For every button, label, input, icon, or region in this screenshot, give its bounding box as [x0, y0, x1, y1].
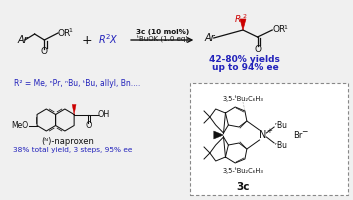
Polygon shape [214, 131, 223, 139]
Text: R: R [99, 35, 106, 45]
Text: Ar: Ar [204, 33, 215, 43]
Text: R: R [235, 16, 241, 24]
Text: ⁿBu: ⁿBu [275, 120, 288, 130]
Text: OH: OH [97, 110, 110, 119]
Text: 1: 1 [69, 28, 73, 33]
Text: N: N [259, 130, 266, 140]
Text: 42-80% yields: 42-80% yields [209, 55, 280, 64]
Text: 2: 2 [242, 15, 246, 20]
Text: ⁿBu: ⁿBu [275, 140, 288, 150]
Text: MeO: MeO [11, 121, 28, 130]
Text: −: − [301, 128, 308, 136]
Text: 3c (10 mol%): 3c (10 mol%) [136, 29, 189, 35]
Text: O: O [85, 121, 92, 130]
Text: 38% total yield, 3 steps, 95% ee: 38% total yield, 3 steps, 95% ee [13, 147, 132, 153]
Text: O: O [41, 47, 48, 56]
Text: O: O [254, 45, 261, 53]
Text: 3,5-ᵗBu₂C₆H₃: 3,5-ᵗBu₂C₆H₃ [222, 168, 263, 174]
Text: Ar: Ar [17, 35, 28, 45]
Text: OR: OR [58, 28, 71, 38]
Text: R² = Me, ⁿPr, ⁿBu, ᵗBu, allyl, Bn....: R² = Me, ⁿPr, ⁿBu, ᵗBu, allyl, Bn.... [14, 78, 140, 88]
Text: up to 94% ee: up to 94% ee [211, 64, 278, 72]
Polygon shape [72, 104, 76, 114]
Text: 1: 1 [283, 25, 287, 30]
Text: 2: 2 [106, 34, 110, 40]
Text: Br: Br [294, 130, 303, 140]
Text: +: + [82, 33, 92, 46]
Text: 3c: 3c [236, 182, 250, 192]
Text: 3,5-ᵗBu₂C₆H₃: 3,5-ᵗBu₂C₆H₃ [222, 96, 263, 102]
Text: ᵗBuOK (1.0 eq): ᵗBuOK (1.0 eq) [137, 35, 188, 42]
Polygon shape [240, 19, 246, 30]
Text: OR: OR [272, 25, 286, 34]
Text: (ᴺ)-naproxen: (ᴺ)-naproxen [41, 136, 94, 146]
FancyBboxPatch shape [190, 83, 348, 195]
Text: X: X [109, 35, 116, 45]
Text: +: + [267, 128, 272, 134]
